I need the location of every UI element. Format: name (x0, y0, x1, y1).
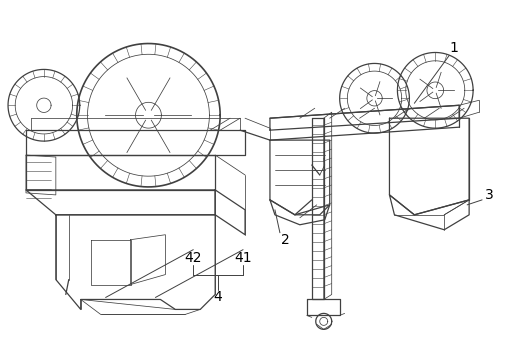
Text: 2: 2 (281, 233, 289, 247)
Text: 3: 3 (485, 188, 494, 202)
Text: 42: 42 (184, 251, 202, 265)
Text: 1: 1 (450, 42, 458, 55)
Text: 41: 41 (234, 251, 252, 265)
Text: 4: 4 (214, 290, 223, 305)
